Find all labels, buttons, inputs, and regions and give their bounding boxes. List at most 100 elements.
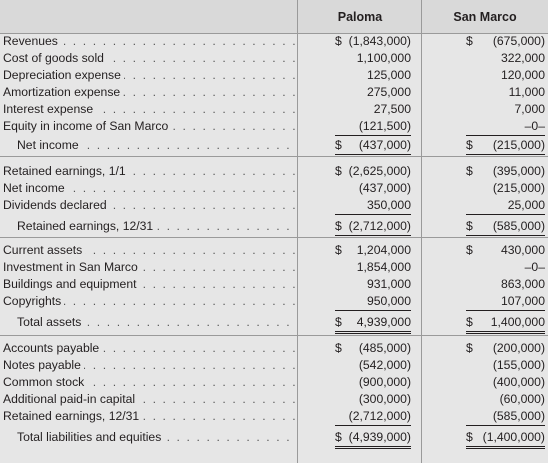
table-row: . . . . . . . . . . . . . . . . . . . . … xyxy=(0,33,548,50)
paloma-amount: (437,000) xyxy=(358,138,411,152)
paloma-amount: 931,000 xyxy=(366,277,411,291)
column-divider-san-marco xyxy=(421,0,422,463)
table-row: . . . . . . . . . . . . . . . . . . . . … xyxy=(0,340,548,357)
row-label-text: Investment in San Marco xyxy=(3,260,141,274)
san-marco-value: 11,000 xyxy=(466,84,545,101)
paloma-value: 125,000 xyxy=(335,67,411,84)
paloma-amount: (437,000) xyxy=(358,181,411,195)
column-header-row: Paloma San Marco xyxy=(0,0,548,34)
san-marco-value: (400,000) xyxy=(466,374,545,391)
row-label-text: Retained earnings, 12/31 xyxy=(17,219,157,233)
san-marco-value: –0– xyxy=(466,118,545,136)
row-label: . . . . . . . . . . . . . . . . . . . . … xyxy=(3,163,295,180)
table-row: . . . . . . . . . . . . . . . . . . . . … xyxy=(0,242,548,259)
row-label-text: Notes payable xyxy=(3,358,84,372)
row-label-text: Buildings and equipment xyxy=(3,277,140,291)
row-label-text: Additional paid-in capital xyxy=(3,392,139,406)
table-row: . . . . . . . . . . . . . . . . . . . . … xyxy=(0,50,548,67)
san-marco-value: 107,000 xyxy=(466,293,545,311)
san-marco-amount: 120,000 xyxy=(500,68,545,82)
table-row: . . . . . . . . . . . . . . . . . . . . … xyxy=(0,357,548,374)
section-separator xyxy=(0,335,548,336)
paloma-value: (121,500) xyxy=(335,118,411,136)
row-label-text: Interest expense xyxy=(3,102,97,116)
row-label: . . . . . . . . . . . . . . . . . . . . … xyxy=(17,314,295,331)
san-marco-currency-symbol: $ xyxy=(466,315,473,329)
paloma-amount: (1,843,000) xyxy=(348,34,411,48)
san-marco-amount: (200,000) xyxy=(492,341,545,355)
san-marco-value: $430,000 xyxy=(466,242,545,259)
paloma-currency-symbol: $ xyxy=(335,219,342,233)
san-marco-value: $ (200,000) xyxy=(466,340,545,357)
paloma-amount: 1,854,000 xyxy=(356,260,411,274)
san-marco-value: $ (215,000) xyxy=(466,137,545,157)
paloma-amount: 1,100,000 xyxy=(356,51,411,65)
paloma-amount: (485,000) xyxy=(358,341,411,355)
row-label: . . . . . . . . . . . . . . . . . . . . … xyxy=(3,118,295,135)
paloma-amount: 350,000 xyxy=(366,198,411,212)
row-label-text: Net income xyxy=(3,181,68,195)
paloma-amount: 27,500 xyxy=(373,102,411,116)
paloma-amount: (300,000) xyxy=(358,392,411,406)
section-separator xyxy=(0,237,548,238)
paloma-currency-symbol: $ xyxy=(335,243,342,257)
san-marco-value: 120,000 xyxy=(466,67,545,84)
row-label-text: Equity in income of San Marco xyxy=(3,119,172,133)
paloma-amount: 4,939,000 xyxy=(356,315,411,329)
paloma-value: $1,204,000 xyxy=(335,242,411,259)
table-row: . . . . . . . . . . . . . . . . . . . . … xyxy=(0,293,548,311)
row-label: . . . . . . . . . . . . . . . . . . . . … xyxy=(3,84,295,101)
san-marco-value: $1,400,000 xyxy=(466,314,545,334)
table-row: . . . . . . . . . . . . . . . . . . . . … xyxy=(0,374,548,391)
san-marco-amount: 322,000 xyxy=(500,51,545,65)
row-label-text: Amortization expense xyxy=(3,85,124,99)
table-row: . . . . . . . . . . . . . . . . . . . . … xyxy=(0,101,548,118)
paloma-value: $ (1,843,000) xyxy=(335,33,411,50)
san-marco-amount: (395,000) xyxy=(492,164,545,178)
san-marco-amount: 7,000 xyxy=(514,102,546,116)
row-label-text: Total assets xyxy=(17,315,85,329)
paloma-value: $ (437,000) xyxy=(335,137,411,157)
san-marco-value: $ (1,400,000) xyxy=(466,429,545,449)
paloma-value: (900,000) xyxy=(335,374,411,391)
table-row: . . . . . . . . . . . . . . . . . . . . … xyxy=(0,218,548,238)
paloma-amount: (121,500) xyxy=(358,119,411,133)
paloma-value: $ (2,712,000) xyxy=(335,218,411,238)
san-marco-currency-symbol: $ xyxy=(466,430,473,444)
paloma-value: 1,100,000 xyxy=(335,50,411,67)
table-row: . . . . . . . . . . . . . . . . . . . . … xyxy=(0,391,548,408)
row-label-text: Copyrights xyxy=(3,294,65,308)
paloma-currency-symbol: $ xyxy=(335,315,342,329)
paloma-value: 275,000 xyxy=(335,84,411,101)
san-marco-value: $ (395,000) xyxy=(466,163,545,180)
row-label: . . . . . . . . . . . . . . . . . . . . … xyxy=(3,293,295,310)
paloma-amount: 275,000 xyxy=(366,85,411,99)
paloma-value: 27,500 xyxy=(335,101,411,118)
paloma-amount: (2,712,000) xyxy=(348,409,411,423)
dot-leader: . . . . . . . . . . . . . . . . . . . . … xyxy=(3,294,295,308)
row-label-text: Revenues xyxy=(3,34,61,48)
row-label: . . . . . . . . . . . . . . . . . . . . … xyxy=(17,137,295,154)
section-separator xyxy=(0,156,548,157)
paloma-value: $ (485,000) xyxy=(335,340,411,357)
san-marco-value: –0– xyxy=(466,259,545,276)
row-label: . . . . . . . . . . . . . . . . . . . . … xyxy=(3,101,295,118)
dot-leader: . . . . . . . . . . . . . . . . . . . . … xyxy=(3,181,295,195)
row-label: . . . . . . . . . . . . . . . . . . . . … xyxy=(3,276,295,293)
paloma-value: (542,000) xyxy=(335,357,411,374)
san-marco-value: (60,000) xyxy=(466,391,545,408)
row-label-text: Common stock xyxy=(3,375,88,389)
paloma-value: $ (2,625,000) xyxy=(335,163,411,180)
row-label-text: Retained earnings, 12/31 xyxy=(3,409,143,423)
paloma-value: 931,000 xyxy=(335,276,411,293)
san-marco-amount: 107,000 xyxy=(500,294,545,308)
san-marco-amount: –0– xyxy=(524,260,545,274)
paloma-currency-symbol: $ xyxy=(335,341,342,355)
row-label-text: Accounts payable xyxy=(3,341,103,355)
paloma-value: 350,000 xyxy=(335,197,411,215)
san-marco-value: (215,000) xyxy=(466,180,545,197)
table-row: . . . . . . . . . . . . . . . . . . . . … xyxy=(0,408,548,426)
table-row: . . . . . . . . . . . . . . . . . . . . … xyxy=(0,163,548,180)
column-divider-paloma xyxy=(297,0,298,463)
